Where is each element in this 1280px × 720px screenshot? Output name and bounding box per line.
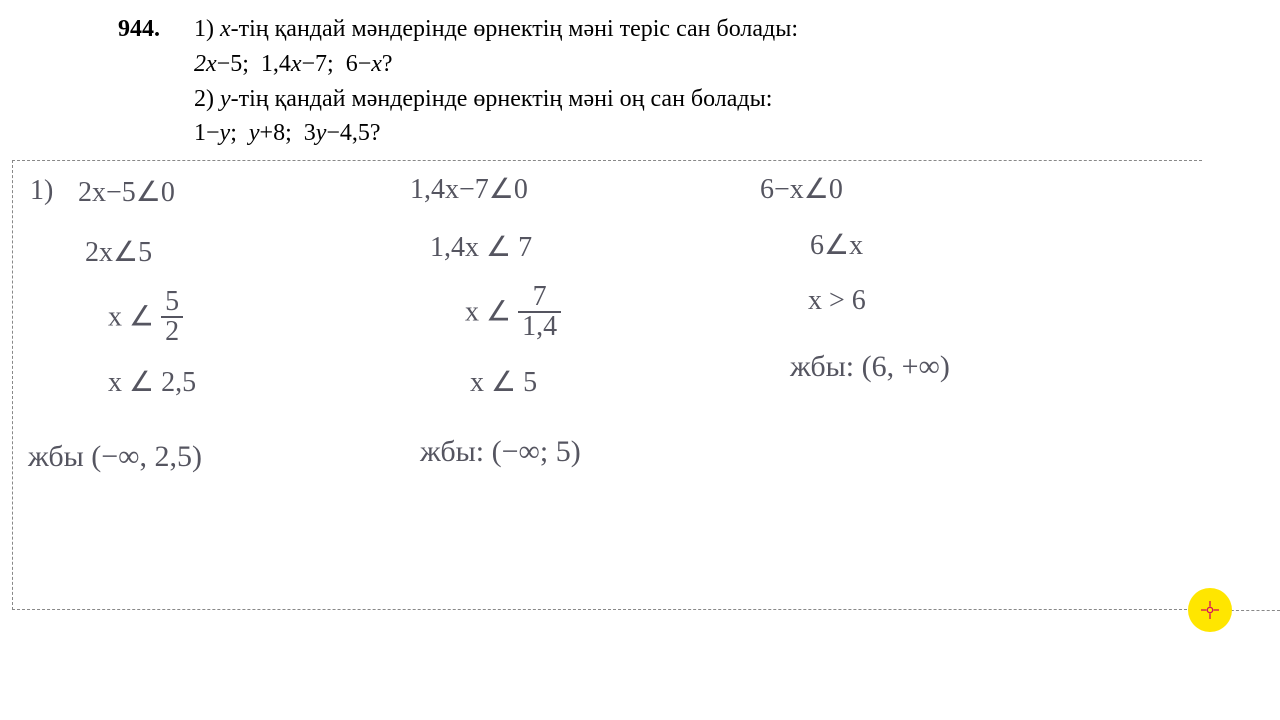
line1: 1) x-тің қандай мәндерінде өрнектің мәні… (194, 16, 798, 42)
hw-c3-l1: 6−x∠0 (760, 172, 843, 206)
hw-c1-l2: 2x∠5 (85, 235, 152, 269)
hw-c2-ans: жбы: (−∞; 5) (420, 435, 581, 469)
problem-statement: 944. 1) x-тің қандай мәндерінде өрнектің… (118, 12, 1118, 151)
hw-c3-ans: жбы: (6, +∞) (790, 350, 950, 384)
problem-body: 1) x-тің қандай мәндерінде өрнектің мәні… (194, 12, 1094, 151)
hw-c1-ans: жбы (−∞, 2,5) (28, 440, 202, 474)
hw-c2-l4: x ∠ 5 (470, 365, 537, 399)
hw-c3-l3: x > 6 (808, 285, 866, 317)
hw-c2-l3: x ∠ 71,4 (465, 285, 561, 343)
hw-c1-label: 1) (30, 175, 53, 207)
hw-c3-l2: 6∠x (810, 228, 863, 262)
hw-c2-l1: 1,4x−7∠0 (410, 172, 528, 206)
line2: 2x−5; 1,4x−7; 6−x? (194, 51, 393, 77)
problem-number: 944. (118, 12, 188, 47)
line3: 2) y-тің қандай мәндерінде өрнектің мәні… (194, 86, 772, 112)
hw-c1-l4: x ∠ 2,5 (108, 365, 196, 399)
line4: 1−y; y+8; 3y−4,5? (194, 120, 381, 146)
hw-c2-l2: 1,4x ∠ 7 (430, 230, 532, 264)
hw-c1-l3: x ∠ 52 (108, 290, 183, 348)
crosshair-icon (1201, 601, 1219, 619)
cursor-highlight-icon (1188, 588, 1232, 632)
hw-c1-l1: 2x−5∠0 (78, 175, 175, 209)
